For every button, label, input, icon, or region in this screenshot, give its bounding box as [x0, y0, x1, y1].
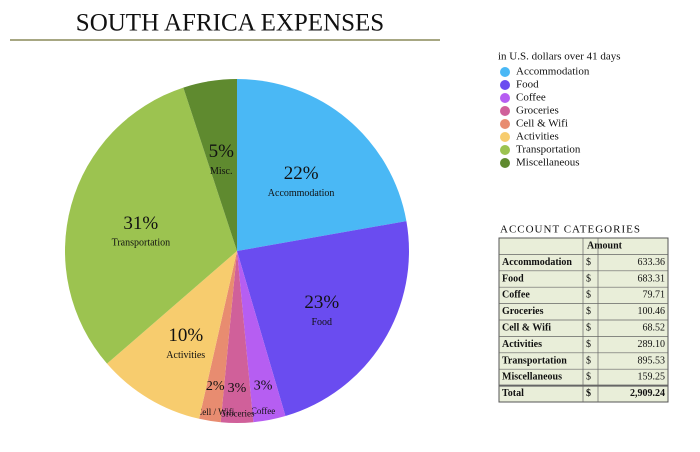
slice-label: Groceries [220, 409, 255, 419]
slice-percent: 2% [206, 379, 225, 394]
table-row-label: Activities [502, 339, 542, 350]
pie-slice [65, 87, 238, 364]
slice-percent: 22% [284, 163, 319, 184]
legend-swatch [500, 80, 510, 90]
slice-label: Coffee [251, 406, 275, 416]
table-row-label: Food [502, 273, 524, 284]
legend-swatch [500, 106, 510, 116]
slice-percent: 3% [254, 378, 273, 393]
table-currency: $ [586, 372, 591, 383]
table-currency: $ [586, 306, 591, 317]
table-row-label: Miscellaneous [502, 372, 562, 383]
slice-label: Transportation [112, 238, 171, 249]
pie-slice [237, 79, 407, 251]
legend-label: Food [516, 79, 539, 91]
table-amount: 289.10 [638, 339, 666, 350]
table-amount: 159.25 [638, 372, 666, 383]
table-row-label: Coffee [502, 290, 530, 301]
legend-swatch [500, 67, 510, 77]
pie-slice [199, 251, 237, 423]
slice-percent: 31% [123, 213, 158, 234]
slice-percent: 23% [304, 292, 339, 313]
table-amount: 683.31 [638, 273, 666, 284]
table-title: ACCOUNT CATEGORIES [500, 224, 641, 236]
pie-slice [220, 251, 254, 423]
legend-swatch [500, 145, 510, 155]
legend-label: Accommodation [516, 66, 590, 78]
table-currency: $ [586, 273, 591, 284]
legend-label: Groceries [516, 105, 559, 117]
table-currency: $ [586, 322, 591, 333]
legend-label: Transportation [516, 144, 581, 156]
slice-percent: 5% [209, 141, 235, 162]
table-amount: 100.46 [638, 306, 666, 317]
slice-label: Accommodation [268, 188, 335, 199]
table-row-label: Cell & Wifi [502, 322, 551, 333]
table-currency: $ [586, 388, 591, 399]
table-amount: 68.52 [643, 322, 666, 333]
slice-label: Activities [166, 350, 205, 361]
table-amount: 895.53 [638, 355, 666, 366]
table-currency: $ [586, 290, 591, 301]
table-amount: 79.71 [643, 290, 666, 301]
table-currency: $ [586, 257, 591, 268]
table-row-label: Accommodation [502, 257, 572, 268]
table-row-label: Transportation [502, 355, 567, 366]
slice-label: Misc. [210, 166, 233, 177]
chart-title: SOUTH AFRICA EXPENSES [76, 10, 384, 37]
table-amount: 633.36 [638, 257, 666, 268]
legend-swatch [500, 158, 510, 168]
legend-label: Activities [516, 131, 559, 143]
legend-label: Cell & Wifi [516, 118, 568, 130]
legend-swatch [500, 119, 510, 129]
slice-label: Cell / Wifi [196, 407, 234, 417]
pie-slice [237, 251, 286, 423]
pie-slice [183, 79, 237, 251]
legend-label: Coffee [516, 92, 546, 104]
slice-percent: 3% [228, 381, 247, 396]
table-row-label: Total [502, 388, 524, 399]
pie-slice [107, 251, 237, 419]
table-currency: $ [586, 339, 591, 350]
slice-percent: 10% [168, 325, 203, 346]
chart-subtitle: in U.S. dollars over 41 days [498, 51, 621, 63]
pie-slice [237, 221, 409, 417]
slice-label: Food [311, 317, 332, 328]
legend-swatch [500, 132, 510, 142]
table-currency: $ [586, 355, 591, 366]
legend-label: Miscellaneous [516, 157, 580, 169]
table-header: Amount [587, 240, 623, 251]
legend-swatch [500, 93, 510, 103]
table-amount: 2,909.24 [630, 388, 665, 399]
table-row-label: Groceries [502, 306, 544, 317]
